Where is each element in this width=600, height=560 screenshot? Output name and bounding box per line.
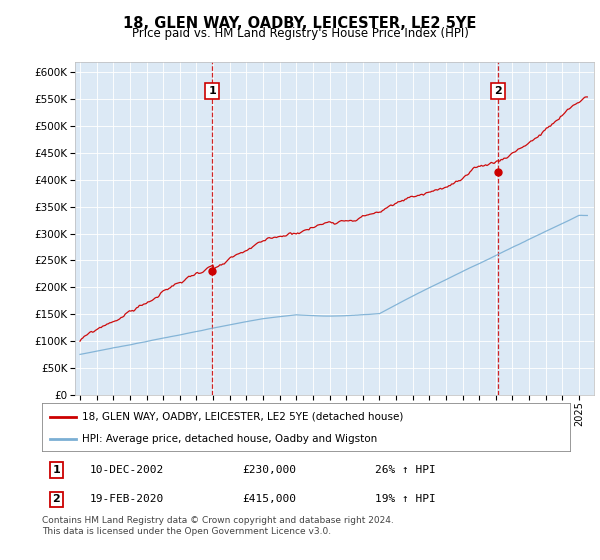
Text: HPI: Average price, detached house, Oadby and Wigston: HPI: Average price, detached house, Oadb… — [82, 434, 377, 444]
Text: 19% ↑ HPI: 19% ↑ HPI — [374, 494, 436, 505]
Text: £230,000: £230,000 — [242, 465, 296, 475]
Text: 10-DEC-2002: 10-DEC-2002 — [89, 465, 164, 475]
Text: 19-FEB-2020: 19-FEB-2020 — [89, 494, 164, 505]
Text: £415,000: £415,000 — [242, 494, 296, 505]
Text: 2: 2 — [53, 494, 61, 505]
Text: 26% ↑ HPI: 26% ↑ HPI — [374, 465, 436, 475]
Text: 2: 2 — [494, 86, 502, 96]
Text: 18, GLEN WAY, OADBY, LEICESTER, LE2 5YE (detached house): 18, GLEN WAY, OADBY, LEICESTER, LE2 5YE … — [82, 412, 403, 422]
Text: 1: 1 — [53, 465, 61, 475]
Text: 18, GLEN WAY, OADBY, LEICESTER, LE2 5YE: 18, GLEN WAY, OADBY, LEICESTER, LE2 5YE — [124, 16, 476, 31]
Text: Contains HM Land Registry data © Crown copyright and database right 2024.
This d: Contains HM Land Registry data © Crown c… — [42, 516, 394, 536]
Text: Price paid vs. HM Land Registry's House Price Index (HPI): Price paid vs. HM Land Registry's House … — [131, 27, 469, 40]
Text: 1: 1 — [208, 86, 216, 96]
